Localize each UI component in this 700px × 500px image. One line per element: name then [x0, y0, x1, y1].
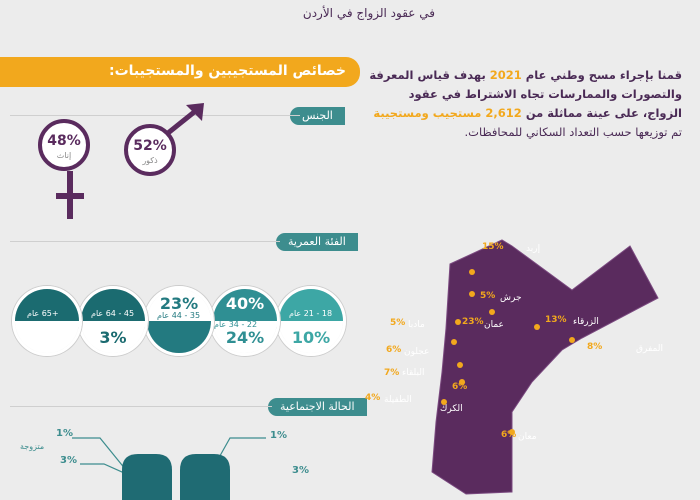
- map-karak-pct: 6%: [452, 382, 468, 392]
- age-circle-18-21: 10% 18 - 21 عام: [276, 286, 346, 356]
- gender-header: الجنس: [290, 107, 345, 125]
- map-balqa-pct: 7%: [384, 368, 400, 378]
- marital-right-pct-1: 1%: [270, 430, 287, 441]
- section-title-bar: خصائص المستجيبين والمستجيبات:: [0, 57, 360, 87]
- marital-divider: [10, 406, 272, 407]
- map-balqa-label: البلقاء: [402, 368, 425, 378]
- marital-header: الحالة الاجتماعية: [268, 398, 367, 416]
- age-divider: [10, 241, 280, 242]
- map-madaba-pct: 5%: [390, 318, 406, 328]
- map-jerash-label: جرش: [500, 293, 522, 303]
- map-region-dots: [441, 269, 575, 435]
- map-amman-label: عمان: [484, 320, 504, 330]
- female-cross-icon: [56, 171, 84, 219]
- map-zarqa-pct: 13%: [545, 315, 567, 325]
- female-circle: 48% إناث: [38, 119, 90, 171]
- map-amman-pct: 23%: [462, 317, 484, 327]
- age-circle-45-64: 3% 45 - 64 عام: [78, 286, 148, 356]
- map-mafraq-label: المفرق: [636, 344, 663, 354]
- map-ajloun-pct: 6%: [386, 345, 402, 355]
- intro-paragraph: قمنا بإجراء مسح وطني عام 2021 بهدف قياس …: [369, 68, 682, 139]
- map-ajloun-label: عجلون: [404, 347, 430, 357]
- jordan-map: [431, 239, 659, 495]
- map-zarqa-label: الزرقاء: [573, 317, 599, 327]
- map-mafraq-pct: 8%: [587, 342, 603, 352]
- age-circle-22-34: 40% 24%: [210, 286, 280, 356]
- section-title: خصائص المستجيبين والمستجيبات:: [108, 63, 346, 79]
- age-header: الفئة العمرية: [276, 233, 358, 251]
- gender-divider: [10, 115, 300, 116]
- people-icon: [122, 454, 230, 500]
- marital-left-pct-2: 3%: [60, 455, 77, 466]
- page-subtitle: في عقود الزواج في الأردن: [302, 6, 435, 20]
- map-maan-pct: 6%: [501, 430, 517, 440]
- age-circle-65-plus: +65 عام: [12, 286, 82, 356]
- map-tafileh-pct: 4%: [365, 393, 381, 403]
- age-circle-35-44: 23% 35 - 44 عام: [144, 286, 214, 356]
- marital-right-pct-2: 3%: [292, 465, 309, 476]
- map-irbid-label: إربد: [526, 244, 541, 254]
- map-karak-label: الكرك: [440, 404, 463, 414]
- male-arrow-icon: [166, 103, 204, 135]
- marital-left-pct-1: 1%: [56, 428, 73, 439]
- map-madaba-label: مادبا: [408, 320, 425, 330]
- map-tafileh-label: الطفيلة: [384, 395, 412, 405]
- map-jerash-pct: 5%: [480, 291, 496, 301]
- map-maan-label: معان: [518, 432, 537, 442]
- map-irbid-pct: 15%: [482, 242, 504, 252]
- marital-left-label-1: متزوجة: [20, 442, 45, 451]
- male-circle: 52% ذكور: [124, 124, 176, 176]
- age-label-22-34: 22 - 34 عام: [214, 320, 258, 329]
- header-bar: في عقود الزواج في الأردن: [0, 0, 700, 28]
